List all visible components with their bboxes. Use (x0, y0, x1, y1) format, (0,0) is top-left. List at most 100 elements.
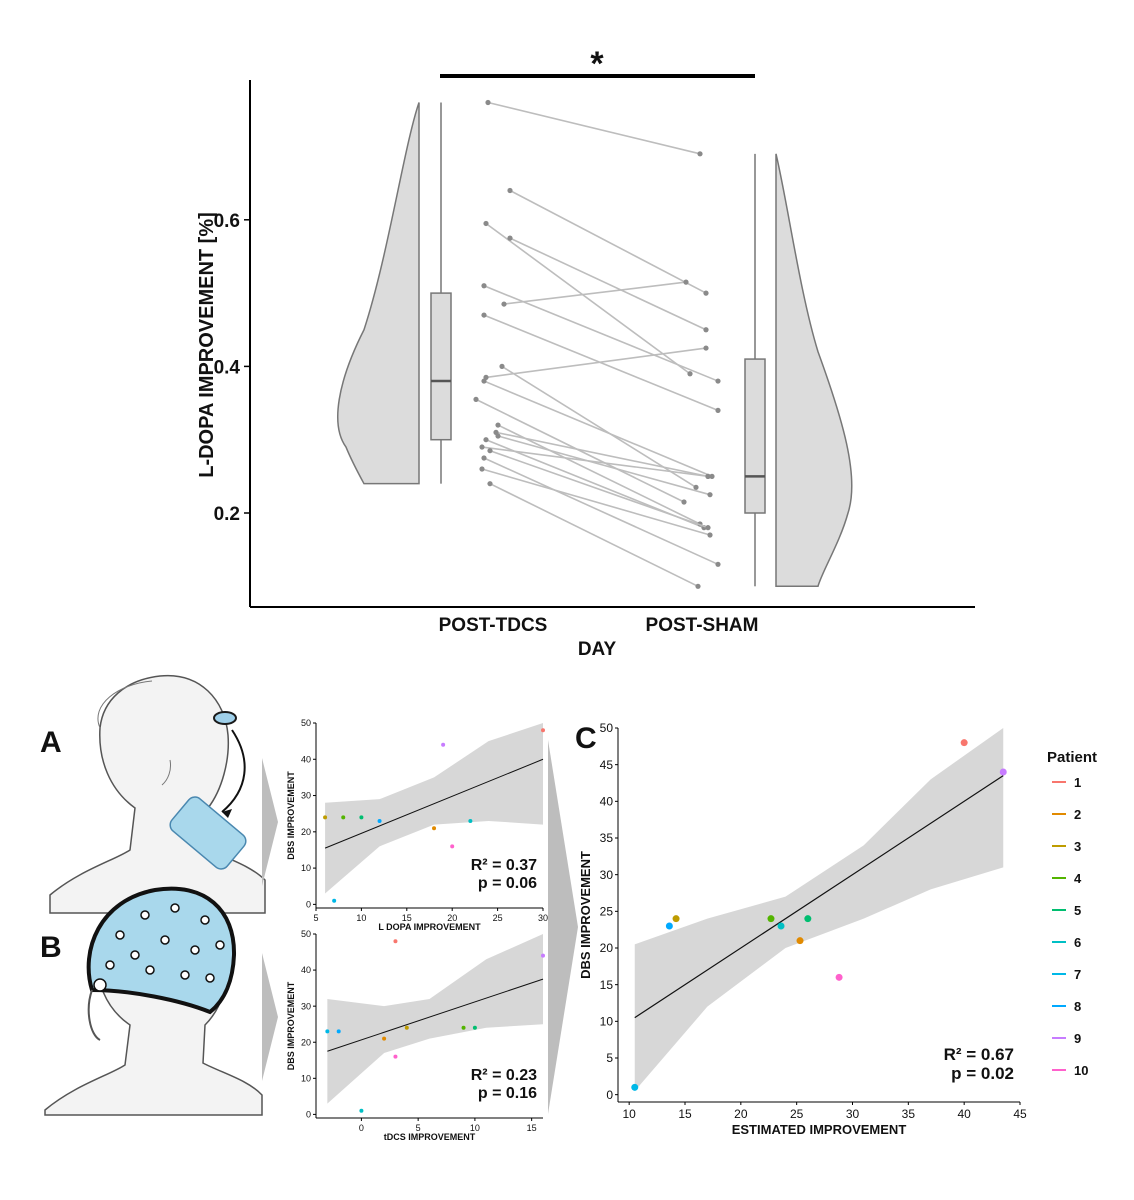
legend-label-5: 5 (1074, 903, 1081, 918)
data-point-patient-2 (432, 826, 437, 831)
x-category-post-sham: POST-SHAM (646, 615, 759, 636)
p-value-annotation: p = 0.06 (478, 875, 537, 892)
y-tick-label: 45 (600, 758, 614, 772)
scatter-panel-a: 5 10 15 20 25 30 0 10 20 30 40 50 L DOPA IMPROVEMENT… (286, 718, 548, 932)
point-post-sham (705, 525, 711, 531)
data-point-patient-6 (777, 922, 785, 930)
y-tick-label: 30 (600, 868, 614, 882)
paired-line (489, 449, 709, 529)
data-point-patient-7 (325, 1029, 330, 1034)
p-value-annotation: p = 0.16 (478, 1085, 537, 1102)
point-post-tdcs (483, 437, 489, 443)
data-point-patient-7 (332, 898, 337, 903)
x-tick-label: 10 (470, 1123, 480, 1133)
data-point-patient-1 (541, 728, 545, 733)
y-tick-label: 30 (301, 791, 311, 801)
point-post-tdcs (481, 455, 487, 461)
top-y-tick-label: 0.6 (214, 211, 240, 232)
point-post-tdcs (481, 283, 487, 289)
y-tick-label: 10 (600, 1015, 614, 1029)
point-post-tdcs (499, 363, 505, 369)
paired-line (483, 380, 713, 478)
y-tick-label: 0 (306, 900, 311, 910)
paired-line (489, 482, 699, 588)
data-point-patient-1 (393, 939, 398, 944)
data-point-patient-6 (468, 818, 473, 823)
data-point-patient-8 (377, 818, 382, 823)
point-post-sham (715, 378, 721, 384)
data-point-patient-7 (631, 1083, 639, 1091)
data-point-patient-6 (359, 1108, 364, 1113)
x-tick-label: 15 (527, 1123, 537, 1133)
paired-line (483, 457, 719, 566)
y-tick-label: 50 (301, 718, 311, 728)
legend-label-1: 1 (1074, 775, 1081, 790)
boxplots (430, 102, 766, 587)
data-point-patient-10 (450, 844, 455, 849)
y-tick-label: 50 (600, 721, 614, 735)
top-x-axis-title: DAY (578, 639, 617, 660)
y-tick-label: 10 (301, 863, 311, 873)
fit-line (634, 775, 1004, 1019)
data-point-patient-4 (767, 915, 775, 923)
x-tick-label: 15 (402, 913, 412, 923)
data-point-patient-3 (404, 1025, 409, 1030)
x-tick-label: 25 (493, 913, 503, 923)
y-tick-label: 40 (600, 795, 614, 809)
y-axis-title: DBS IMPROVEMENT (286, 771, 296, 860)
point-post-sham (715, 561, 721, 567)
point-post-sham (705, 473, 711, 479)
y-tick-label: 15 (600, 978, 614, 992)
point-post-sham (703, 345, 709, 351)
x-tick-label: 30 (846, 1107, 860, 1121)
point-post-sham (709, 473, 715, 479)
point-post-sham (707, 532, 713, 538)
legend-title: Patient (1047, 749, 1097, 766)
point-post-tdcs (487, 481, 493, 487)
y-tick-label: 50 (301, 929, 311, 939)
data-point-patient-4 (341, 815, 346, 820)
r-squared-annotation: R² = 0.67 (944, 1045, 1014, 1064)
r-squared-annotation: R² = 0.23 (471, 1067, 537, 1084)
arrow-a-to-scatter (262, 758, 278, 886)
x-tick-label: 20 (734, 1107, 748, 1121)
x-axis-title: tDCS IMPROVEMENT (384, 1132, 476, 1142)
point-post-tdcs (479, 466, 485, 472)
y-tick-label: 0 (606, 1088, 613, 1102)
point-post-sham (707, 492, 713, 498)
data-point-patient-9 (441, 742, 446, 747)
point-post-sham (695, 583, 701, 589)
panel-label-b: B (40, 931, 62, 964)
x-category-post-tdcs: POST-TDCS (439, 615, 548, 636)
p-value-annotation: p = 0.02 (951, 1064, 1014, 1083)
point-post-tdcs (481, 378, 487, 384)
point-post-sham (681, 499, 687, 505)
point-post-sham (715, 407, 721, 413)
data-point-patient-1 (960, 739, 968, 747)
paired-line (485, 222, 691, 375)
y-tick-label: 30 (301, 1001, 311, 1011)
y-tick-label: 20 (301, 1037, 311, 1047)
paired-line (481, 468, 711, 536)
top-y-axis-title: L-DOPA IMPROVEMENT [%] (196, 212, 218, 478)
data-point-patient-5 (472, 1025, 477, 1030)
confidence-band (325, 723, 543, 894)
patient-legend: Patient 1 2 3 4 5 6 7 8 9 10 (1047, 749, 1097, 1078)
box-post-sham (744, 358, 766, 514)
legend-label-10: 10 (1074, 1063, 1088, 1078)
legend-label-9: 9 (1074, 1031, 1081, 1046)
top-y-ticks: 0.2 0.4 0.6 (214, 211, 250, 525)
x-tick-label: 5 (416, 1123, 421, 1133)
data-point-patient-8 (665, 922, 673, 930)
y-axis-title: DBS IMPROVEMENT (286, 981, 296, 1070)
data-point-patient-9 (999, 768, 1007, 776)
x-tick-label: 35 (902, 1107, 916, 1121)
fit-line (327, 978, 544, 1052)
paired-line (483, 285, 719, 382)
head-drinking-illustration (49, 674, 266, 914)
data-point-patient-4 (461, 1025, 466, 1030)
point-post-tdcs (483, 220, 489, 227)
x-tick-label: 45 (1013, 1107, 1027, 1121)
top-y-tick-label: 0.4 (214, 357, 241, 378)
paired-line (509, 237, 707, 331)
